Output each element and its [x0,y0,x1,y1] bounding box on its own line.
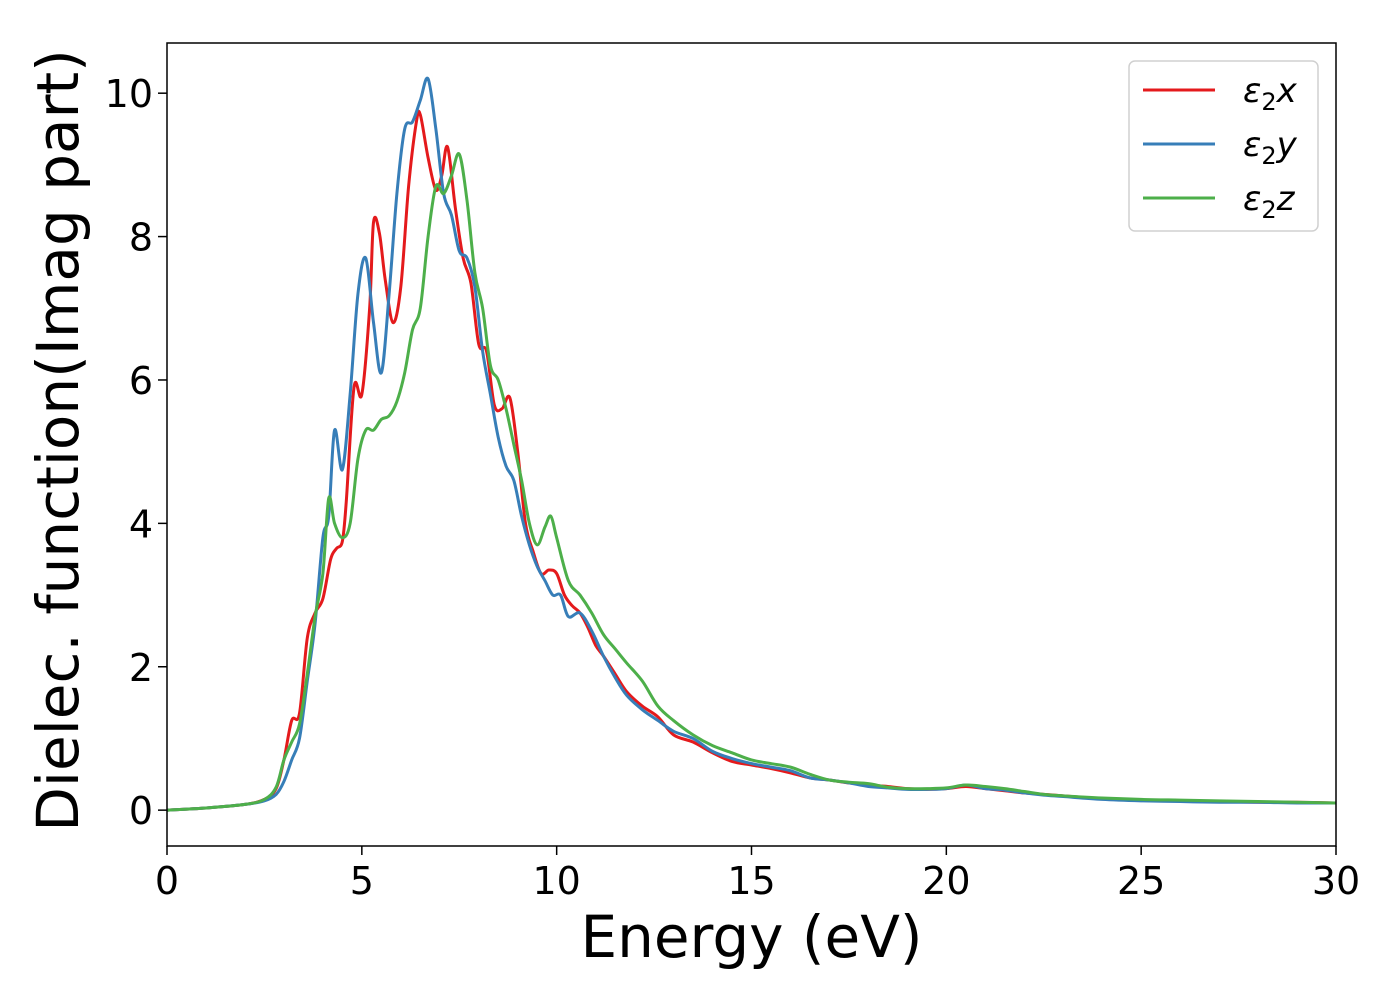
y-tick-label: 8 [129,216,153,260]
x-tick-label: 15 [727,859,775,903]
y-tick-label: 2 [129,646,153,690]
y-tick-label: 0 [129,789,153,833]
y-tick-label: 4 [129,502,153,546]
x-tick-label: 20 [922,859,970,903]
x-tick-label: 10 [532,859,580,903]
x-tick-label: 30 [1312,859,1360,903]
legend: ε2x ε2y ε2z [1128,60,1319,232]
series-line-z [167,152,1336,812]
legend-box [1128,60,1319,232]
series-lines [167,76,1336,812]
axes: 0 5 10 15 20 25 30 0 2 4 6 8 10 [105,42,1360,903]
x-tick-label: 25 [1117,859,1165,903]
x-axis-label: Energy (eV) [580,903,922,971]
legend-label-y: ε2y [1243,125,1298,170]
y-tick-label: 10 [105,72,153,116]
x-tick-label: 5 [350,859,374,903]
y-axis-label: Dielec. function(Imag part) [24,49,92,832]
legend-label-x: ε2x [1243,71,1298,116]
x-tick-label: 0 [155,859,179,903]
y-tick-label: 6 [129,359,153,403]
legend-label-z: ε2z [1243,179,1296,224]
